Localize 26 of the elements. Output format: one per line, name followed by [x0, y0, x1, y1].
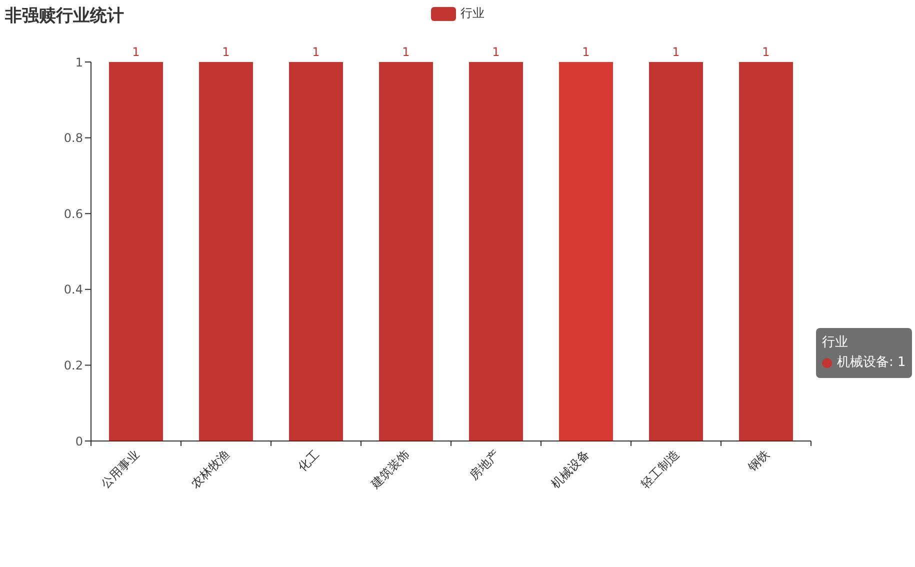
x-tick-label: 钢铁 [744, 447, 772, 475]
x-tick-label: 农林牧渔 [188, 447, 232, 492]
text: 行业 [822, 334, 848, 352]
y-tick-label: 0 [75, 434, 83, 448]
legend-label: 行业 [460, 5, 484, 22]
data-label: 1 [672, 45, 680, 59]
y-tick-label: 0.4 [64, 282, 83, 297]
text: 机械设备: 1 [837, 354, 906, 372]
x-tick-label: 建筑装饰 [368, 447, 412, 492]
data-label: 1 [762, 45, 770, 59]
x-tick-label: 房地产 [466, 447, 502, 483]
y-tick-label: 0.8 [64, 131, 83, 146]
chart-title: 非强赎行业统计 [5, 5, 124, 27]
x-tick-label: 轻工制造 [638, 447, 682, 492]
data-label: 1 [312, 45, 320, 59]
data-label: 1 [582, 45, 590, 59]
x-tick-label: 公用事业 [98, 447, 142, 492]
data-label: 1 [132, 45, 140, 59]
data-label: 1 [222, 45, 230, 59]
x-tick-label: 化工 [295, 447, 322, 474]
y-tick-label: 1 [75, 55, 83, 70]
data-label: 1 [402, 45, 410, 59]
x-tick-label: 机械设备 [548, 447, 592, 492]
y-tick-label: 0.6 [64, 206, 83, 221]
y-tick-label: 0.2 [64, 358, 83, 372]
data-label: 1 [492, 45, 500, 59]
